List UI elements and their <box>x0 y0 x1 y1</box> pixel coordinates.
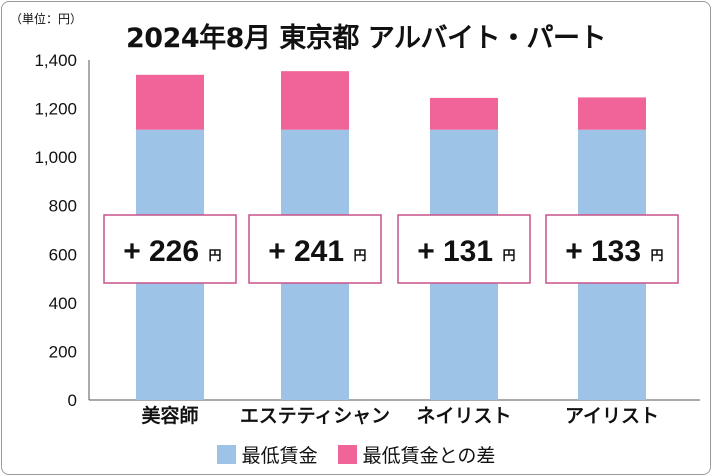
difference-callout-box <box>248 214 382 284</box>
legend: 最低賃金 最低賃金との差 <box>0 441 712 467</box>
unit-label: （単位：円） <box>10 12 83 26</box>
chart-title: 2024年8月 東京都 アルバイト・パート <box>126 23 606 54</box>
y-tick-label: 1,400 <box>34 51 77 70</box>
legend-item-minimum-wage: 最低賃金 <box>216 441 318 468</box>
legend-item-difference: 最低賃金との差 <box>337 441 496 468</box>
y-tick-label: 0 <box>68 391 77 410</box>
difference-callout-value: 131 <box>443 235 493 268</box>
y-tick-label: 1,000 <box>34 148 77 167</box>
difference-callout-unit: 円 <box>502 249 515 264</box>
bar-difference <box>281 71 349 130</box>
y-tick-label: 600 <box>49 245 77 264</box>
difference-callout-box <box>103 214 237 284</box>
y-tick-label: 200 <box>49 342 77 361</box>
difference-callout-sign: + <box>565 235 583 268</box>
difference-callout-box <box>545 214 679 284</box>
difference-callout-sign: + <box>268 235 286 268</box>
legend-swatch-difference <box>337 444 357 464</box>
bar-difference <box>430 97 498 130</box>
y-tick-label: 800 <box>49 197 77 216</box>
y-tick-label: 400 <box>49 294 77 313</box>
annotations: +226 円 +241 円 +131 円 +133 円 <box>103 214 679 284</box>
difference-callout-value: 226 <box>149 235 199 268</box>
category-labels: 美容師 エステティシャン ネイリスト アイリスト <box>141 404 659 427</box>
x-category-label: アイリスト <box>565 405 659 427</box>
difference-callout-value: 241 <box>294 235 344 268</box>
difference-callout-sign: + <box>123 235 141 268</box>
x-category-label: エステティシャン <box>240 405 390 427</box>
x-category-label: ネイリスト <box>416 405 511 427</box>
difference-callout-sign: + <box>417 235 435 268</box>
legend-label-difference: 最低賃金との差 <box>362 444 496 467</box>
difference-callout-unit: 円 <box>208 249 221 264</box>
y-tick-label: 1,200 <box>34 100 77 119</box>
x-category-label: 美容師 <box>141 404 198 427</box>
legend-label-minimum-wage: 最低賃金 <box>241 444 318 467</box>
difference-callout-unit: 円 <box>353 249 366 264</box>
bar-difference <box>136 74 204 130</box>
difference-callout-unit: 円 <box>650 249 663 264</box>
difference-callout-value: 133 <box>591 235 641 268</box>
difference-callout-box <box>397 214 531 284</box>
bar-difference <box>578 97 646 130</box>
legend-swatch-minimum-wage <box>216 444 236 464</box>
